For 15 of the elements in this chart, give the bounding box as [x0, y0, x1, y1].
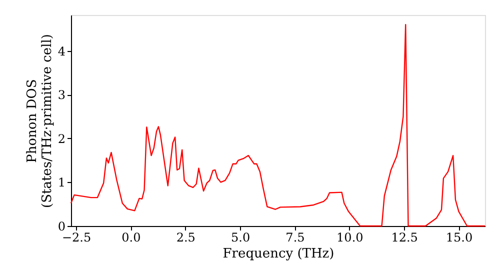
- y-axis-title: Phonon DOS (States/THz·primitive cell): [24, 34, 55, 208]
- y-tick-label: 2: [58, 132, 66, 146]
- y-tick-label: 0: [58, 220, 66, 234]
- x-tick-label: 0.0: [122, 230, 141, 244]
- x-tick-label: 5.0: [231, 230, 250, 244]
- x-tick-label: 15.0: [446, 230, 473, 244]
- x-tick-label: 10.0: [336, 230, 364, 244]
- x-tick-label: 7.5: [286, 230, 305, 244]
- x-tick-label: −2.5: [62, 230, 92, 244]
- y-tick-label: 1: [58, 176, 66, 190]
- x-tick-label: 12.5: [391, 230, 418, 244]
- y-tick-label: 3: [58, 88, 66, 102]
- x-tick-label: 2.5: [176, 230, 196, 244]
- x-axis-title: Frequency (THz): [222, 246, 334, 262]
- y-tick-label: 4: [58, 44, 66, 58]
